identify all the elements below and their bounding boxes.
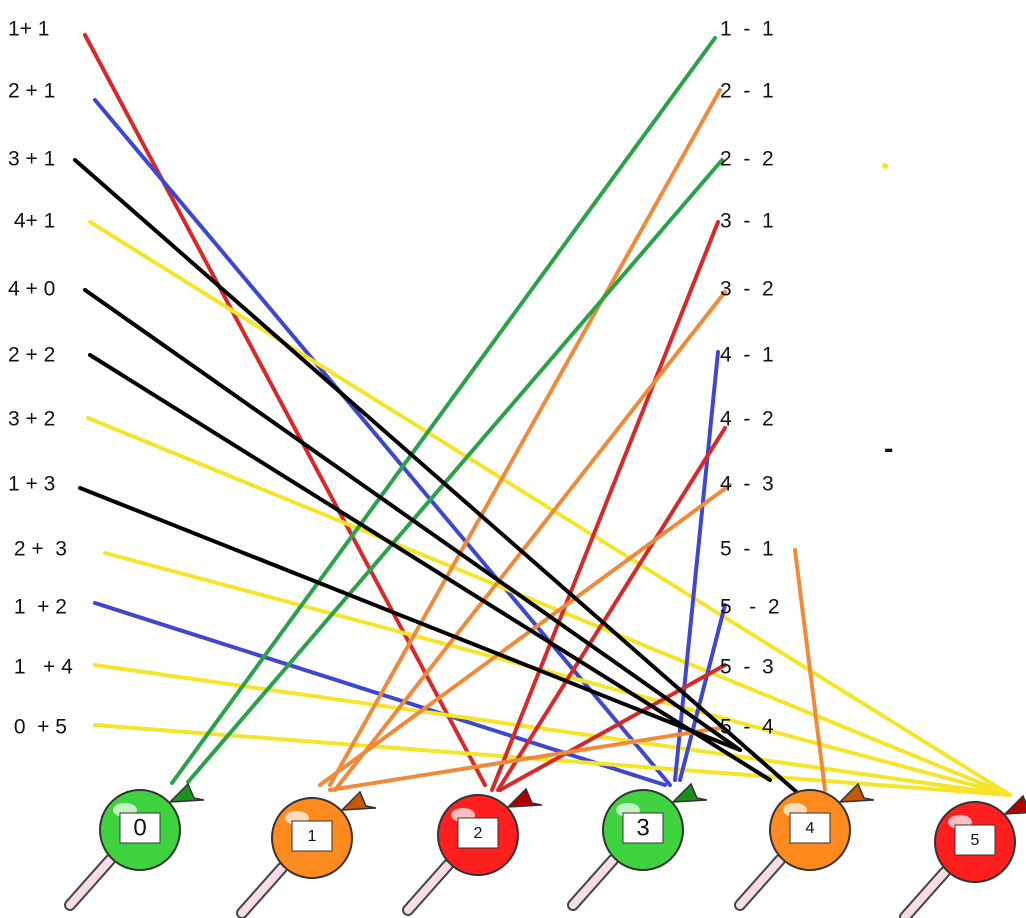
line xyxy=(496,426,727,792)
lollipop-label: 4 xyxy=(806,820,815,837)
left-expression: 1 + 3 xyxy=(8,473,55,496)
lollipop: 1 xyxy=(236,790,377,918)
left-expression: 3 + 1 xyxy=(8,148,55,171)
lollipop-label: 1 xyxy=(308,828,317,845)
right-expression: 4 - 1 xyxy=(720,344,774,367)
line xyxy=(170,36,717,785)
lollipop: 3 xyxy=(567,782,708,911)
label-box xyxy=(954,824,996,856)
right-expression: 5 - 4 xyxy=(720,716,774,739)
right-expression: 5 - 1 xyxy=(720,538,774,561)
line xyxy=(678,603,727,782)
line xyxy=(333,290,727,792)
line xyxy=(73,158,802,797)
left-expression: 0 + 5 xyxy=(8,716,67,739)
right-expression: 2 - 2 xyxy=(720,148,774,171)
lollipop-label: 0 xyxy=(133,814,146,841)
line xyxy=(78,486,742,752)
wrapper-tip xyxy=(506,787,543,808)
label-box xyxy=(789,812,831,844)
line xyxy=(793,548,827,792)
wrapper-tip xyxy=(1003,794,1026,815)
line xyxy=(490,220,720,792)
stick-fill xyxy=(736,856,784,909)
label-box xyxy=(119,812,161,844)
lollipop-label: 3 xyxy=(636,814,649,841)
line xyxy=(328,88,722,787)
left-expression: 4+ 1 xyxy=(8,210,55,233)
wrapper-tip xyxy=(671,782,708,803)
left-expression: 2 + 2 xyxy=(8,344,55,367)
right-expression: 5 - 2 xyxy=(720,596,780,619)
line xyxy=(93,663,1012,797)
line xyxy=(83,288,742,752)
line xyxy=(86,416,1012,797)
lollipop: 4 xyxy=(734,782,875,911)
left-expression: 2 + 1 xyxy=(8,80,55,103)
line xyxy=(103,551,1012,797)
right-expression: 3 - 1 xyxy=(720,210,774,233)
lollipop-label: 5 xyxy=(971,832,980,849)
line xyxy=(318,483,732,787)
right-expression: 5 - 3 xyxy=(720,656,774,679)
label-box xyxy=(622,812,664,844)
line xyxy=(498,663,727,792)
left-expression: 3 + 2 xyxy=(8,408,55,431)
stick-fill xyxy=(901,868,949,918)
line xyxy=(88,353,772,782)
connector-lines xyxy=(73,33,1012,797)
left-expression: 1+ 1 xyxy=(8,18,49,41)
stick-fill xyxy=(569,856,617,909)
right-expression: 2 - 1 xyxy=(720,80,774,103)
wrapper-tip xyxy=(838,782,875,803)
left-expression: 4 + 0 xyxy=(8,278,55,301)
wrapper-tip xyxy=(168,782,205,803)
stick-fill xyxy=(66,856,114,909)
line xyxy=(328,726,722,792)
stick-fill xyxy=(238,864,286,917)
wrapper-tip xyxy=(340,790,377,811)
left-expression: 2 + 3 xyxy=(8,538,67,561)
dot xyxy=(882,163,888,169)
left-expression: 1 + 4 xyxy=(8,656,73,679)
right-expression: 3 - 2 xyxy=(720,278,774,301)
label-box xyxy=(291,820,333,852)
lollipop: 2 xyxy=(402,787,543,916)
lollipop-label: 2 xyxy=(474,825,483,842)
line xyxy=(186,158,724,784)
stray-mark: - xyxy=(884,432,893,463)
label-box xyxy=(457,817,499,849)
line xyxy=(88,220,1012,797)
stick-fill xyxy=(404,861,452,914)
line xyxy=(83,33,487,787)
right-expression: 4 - 3 xyxy=(720,473,774,496)
lollipop: 0 xyxy=(64,782,205,911)
right-expression: 1 - 1 xyxy=(720,18,774,41)
lollipop: 5 xyxy=(899,794,1026,918)
left-expression: 1 + 2 xyxy=(8,596,67,619)
right-expression: 4 - 2 xyxy=(720,408,774,431)
